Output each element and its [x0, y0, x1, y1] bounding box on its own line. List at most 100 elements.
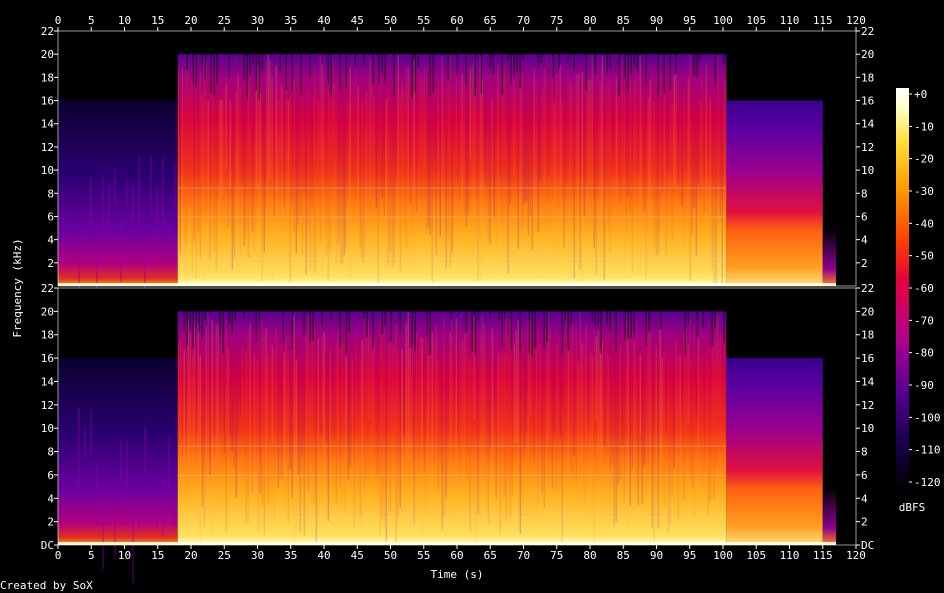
x-tick-label-top: 70 [517, 14, 530, 27]
y-tick-label-left: 2 [47, 516, 54, 529]
y-tick-label-left: 4 [47, 234, 54, 247]
y-tick-label-right: 2 [861, 257, 868, 270]
colorbar-tick-label: -70 [914, 314, 934, 327]
x-tick-label-bottom: 45 [351, 549, 364, 562]
x-tick-label-bottom: 25 [218, 549, 231, 562]
y-tick-label-right: 18 [861, 329, 874, 342]
x-tick-label-bottom: 95 [683, 549, 696, 562]
y-tick-label-left: 8 [47, 187, 54, 200]
low-frequency-band [58, 283, 837, 286]
y-tick-label-left: 12 [41, 399, 54, 412]
x-tick-label-top: 115 [813, 14, 833, 27]
spectral-segment-4 [822, 486, 837, 545]
x-tick-label-top: 55 [417, 14, 430, 27]
colorbar-label: dBFS [899, 501, 926, 514]
spectral-segment-3 [726, 100, 823, 286]
x-tick-label-bottom: 15 [151, 549, 164, 562]
y-tick-label-left: 20 [41, 48, 54, 61]
y-tick-label-left: 6 [47, 210, 54, 223]
colorbar-tick-label: -120 [914, 476, 941, 489]
x-tick-label-bottom: 110 [780, 549, 800, 562]
y-tick-label-left: 10 [41, 422, 54, 435]
x-tick-label-top: 80 [583, 14, 596, 27]
y-tick-label-right: 4 [861, 492, 868, 505]
spectral-segment-2 [177, 311, 727, 545]
x-tick-label-top: 15 [151, 14, 164, 27]
y-tick-label-right: 14 [861, 118, 875, 131]
x-tick-label-top: 40 [317, 14, 330, 27]
x-tick-label-top: 60 [450, 14, 463, 27]
x-tick-label-bottom: 120 [846, 549, 866, 562]
y-tick-label-left: 20 [41, 305, 54, 318]
y-axis-label: Frequency (kHz) [11, 238, 24, 337]
y-tick-label-left: 10 [41, 164, 54, 177]
x-tick-label-bottom: 100 [713, 549, 733, 562]
x-tick-label-top: 20 [184, 14, 197, 27]
colorbar-tick-label: -40 [914, 217, 934, 230]
x-tick-label-bottom: 80 [583, 549, 596, 562]
colorbar-tick-label: -80 [914, 347, 934, 360]
colorbar-gradient [896, 88, 909, 488]
x-tick-label-bottom: 5 [88, 549, 95, 562]
x-tick-label-top: 75 [550, 14, 563, 27]
y-tick-label-right: DC [861, 539, 874, 552]
spectrogram-channel-2 [57, 287, 857, 583]
x-tick-label-top: 50 [384, 14, 397, 27]
y-tick-label-left: 16 [41, 352, 54, 365]
y-tick-label-left: 14 [41, 118, 55, 131]
colorbar-tick-label: -90 [914, 379, 934, 392]
y-tick-label-right: 6 [861, 210, 868, 223]
x-tick-label-bottom: 75 [550, 549, 563, 562]
x-tick-label-top: 120 [846, 14, 866, 27]
x-tick-label-top: 35 [284, 14, 297, 27]
y-tick-label-right: 6 [861, 469, 868, 482]
x-tick-label-top: 90 [650, 14, 663, 27]
colorbar-tick-label: -100 [914, 411, 941, 424]
transient-streaks [177, 311, 727, 545]
y-tick-label-right: 16 [861, 95, 874, 108]
x-tick-label-bottom: 65 [484, 549, 497, 562]
spectrogram-channel-1 [57, 30, 857, 339]
colorbar-tick-label: -60 [914, 282, 934, 295]
y-tick-label-left: 18 [41, 329, 54, 342]
x-tick-label-top: 100 [713, 14, 733, 27]
spectral-segment-3 [726, 358, 823, 545]
y-tick-label-right: 20 [861, 305, 874, 318]
y-tick-label-right: 20 [861, 48, 874, 61]
colorbar-tick-label: -110 [914, 444, 941, 457]
y-tick-label-right: 8 [861, 446, 868, 459]
y-tick-label-right: 12 [861, 399, 874, 412]
y-tick-label-left: 4 [47, 492, 54, 505]
x-axis-label: Time (s) [431, 568, 484, 581]
x-tick-label-bottom: 90 [650, 549, 663, 562]
y-tick-label-right: 14 [861, 375, 875, 388]
spectral-segment-1 [58, 100, 178, 286]
spectral-segment-4 [822, 228, 837, 286]
x-tick-label-bottom: 70 [517, 549, 530, 562]
x-tick-label-top: 25 [218, 14, 231, 27]
y-tick-label-right: 16 [861, 352, 874, 365]
x-tick-label-top: 85 [617, 14, 630, 27]
y-tick-label-right: 2 [861, 516, 868, 529]
y-tick-label-left: 2 [47, 257, 54, 270]
y-tick-label-right: 10 [861, 422, 874, 435]
x-tick-label-top: 45 [351, 14, 364, 27]
x-tick-label-bottom: 10 [118, 549, 131, 562]
x-tick-label-top: 10 [118, 14, 131, 27]
spectral-segment-2 [177, 54, 727, 286]
transient-streaks [177, 54, 727, 286]
x-tick-label-top: 0 [55, 14, 62, 27]
x-tick-label-bottom: 40 [317, 549, 330, 562]
y-tick-label-right: 4 [861, 234, 868, 247]
x-tick-label-bottom: 20 [184, 549, 197, 562]
x-tick-label-bottom: 60 [450, 549, 463, 562]
y-tick-label-right: 22 [861, 282, 874, 295]
colorbar-tick-label: -10 [914, 120, 934, 133]
x-tick-label-bottom: 85 [617, 549, 630, 562]
x-tick-label-bottom: 35 [284, 549, 297, 562]
y-tick-label-left: 6 [47, 469, 54, 482]
colorbar-tick-label: +0 [914, 88, 927, 101]
y-tick-label-right: 8 [861, 187, 868, 200]
x-tick-label-top: 65 [484, 14, 497, 27]
